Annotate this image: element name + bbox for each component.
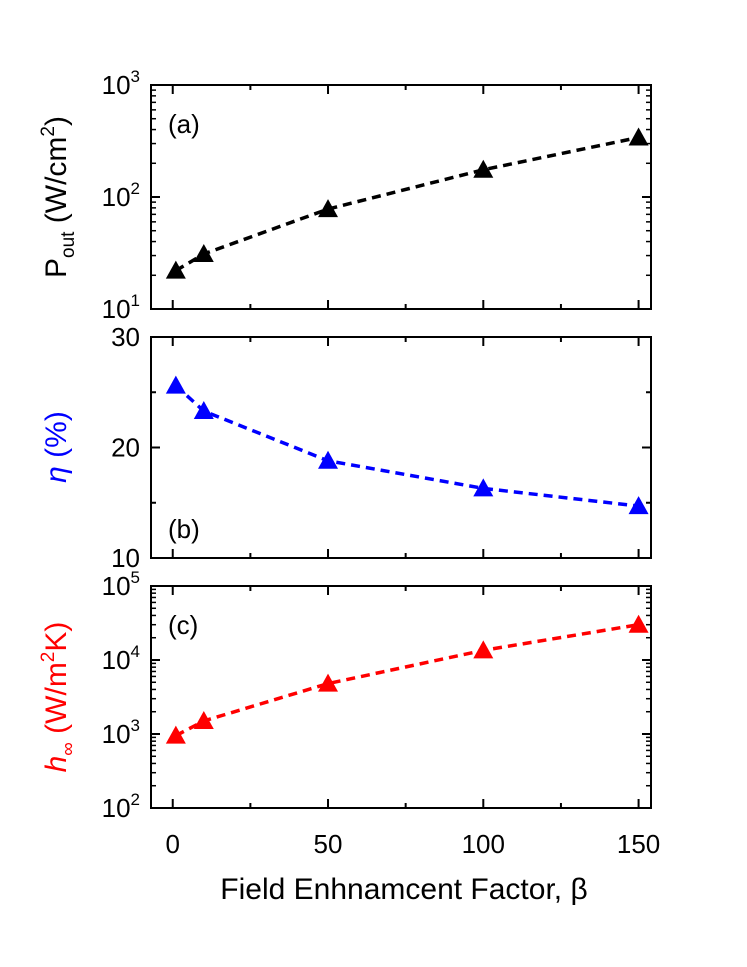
data-point-marker <box>473 640 494 659</box>
panel-label: (c) <box>168 610 198 640</box>
y-tick-label: 103 <box>102 716 140 749</box>
data-point-marker <box>165 375 186 394</box>
x-tick-labels: 0 50 100 150 <box>166 829 661 859</box>
plot-frame <box>150 84 652 310</box>
panel-label: (a) <box>168 109 200 139</box>
x-tick-label: 150 <box>617 829 660 859</box>
y-tick-label: 101 <box>102 291 140 324</box>
plot-frame <box>150 336 652 559</box>
data-point-marker <box>193 710 214 729</box>
y-tick-label: 102 <box>102 179 140 212</box>
x-tick-label: 100 <box>462 829 505 859</box>
x-tick-label: 0 <box>166 829 180 859</box>
data-point-marker <box>628 127 649 146</box>
data-point-marker <box>318 199 339 218</box>
y-tick-label: 104 <box>102 642 140 675</box>
data-point-marker <box>473 159 494 178</box>
panel-b: 10 20 30 (b) η (%) <box>40 322 652 573</box>
panel-label: (b) <box>168 514 200 544</box>
y-axis-label: Pout (W/cm2) <box>38 116 79 278</box>
data-point-marker <box>318 673 339 692</box>
series-line <box>174 135 639 273</box>
y-tick-label: 105 <box>102 568 140 601</box>
y-axis-label: η (%) <box>40 411 73 483</box>
panel-a: 101 102 103 (a) Pout (W/cm2) <box>38 67 652 324</box>
series-line <box>175 622 639 738</box>
y-tick-label: 30 <box>111 322 140 352</box>
y-tick-label: 103 <box>102 67 140 100</box>
data-point-marker <box>318 450 339 469</box>
data-point-marker <box>473 478 494 497</box>
data-point-marker <box>193 243 214 262</box>
series-line <box>174 384 639 508</box>
y-tick-label: 10 <box>111 543 140 573</box>
data-point-marker <box>165 260 186 279</box>
data-point-marker <box>193 401 214 420</box>
x-tick-label: 50 <box>314 829 343 859</box>
y-tick-label: 20 <box>111 433 140 463</box>
plot-frame <box>150 585 652 809</box>
x-axis-label: Field Enhnamcent Factor, β <box>220 873 587 906</box>
data-point-marker <box>165 725 186 744</box>
panel-c: 102 103 104 105 (c) h∞ (W/m2K) <box>38 568 652 823</box>
data-point-marker <box>628 614 649 633</box>
data-point-marker <box>628 496 649 515</box>
y-tick-label: 102 <box>102 790 140 823</box>
y-axis-label: h∞ (W/m2K) <box>38 622 79 773</box>
